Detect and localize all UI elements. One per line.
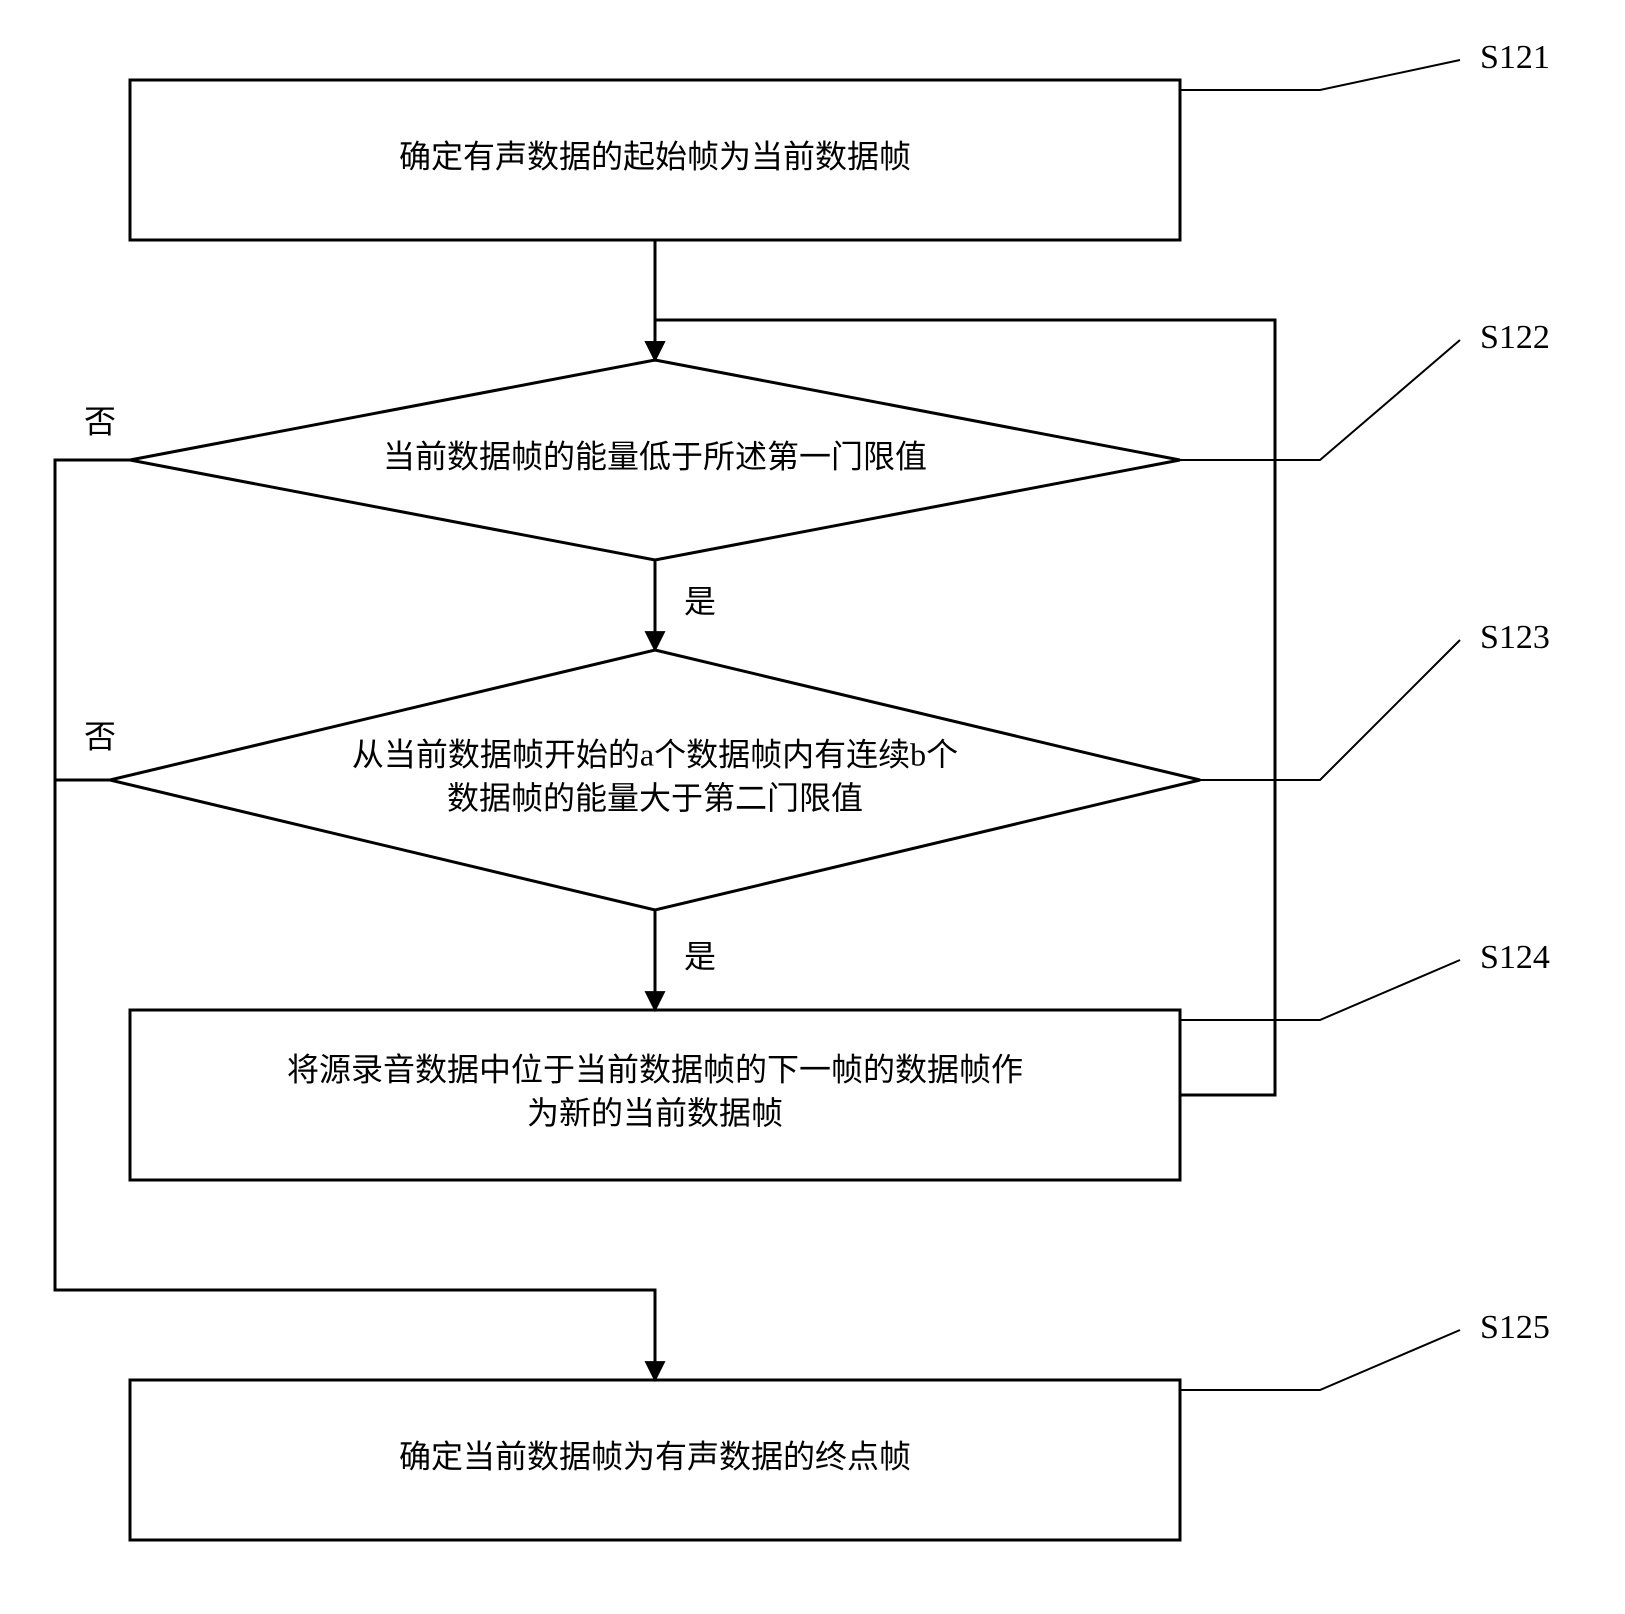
label-leader — [1180, 1330, 1460, 1390]
label-leader — [1200, 640, 1460, 780]
step-label-s125: S125 — [1480, 1309, 1550, 1346]
edge-label: 否 — [84, 718, 116, 754]
node-text: 确定有声数据的起始帧为当前数据帧 — [399, 138, 911, 174]
label-leader — [1180, 60, 1460, 90]
node-text: 确定当前数据帧为有声数据的终点帧 — [399, 1438, 911, 1474]
node-text: 从当前数据帧开始的a个数据帧内有连续b个 — [352, 737, 958, 773]
edge-label: 是 — [684, 938, 716, 974]
node-text: 当前数据帧的能量低于所述第一门限值 — [383, 438, 927, 474]
edge — [55, 460, 655, 1380]
node-text: 将源录音数据中位于当前数据帧的下一帧的数据帧作 — [287, 1052, 1023, 1088]
step-label-s121: S121 — [1480, 39, 1550, 76]
edge-label: 否 — [84, 403, 116, 439]
node-text: 数据帧的能量大于第二门限值 — [447, 780, 863, 816]
step-label-s124: S124 — [1480, 939, 1550, 976]
step-label-s122: S122 — [1480, 319, 1550, 356]
label-leader — [1180, 960, 1460, 1020]
edge-label: 是 — [684, 583, 716, 619]
label-leader — [1180, 340, 1460, 460]
step-label-s123: S123 — [1480, 619, 1550, 656]
node-text: 为新的当前数据帧 — [527, 1095, 783, 1131]
